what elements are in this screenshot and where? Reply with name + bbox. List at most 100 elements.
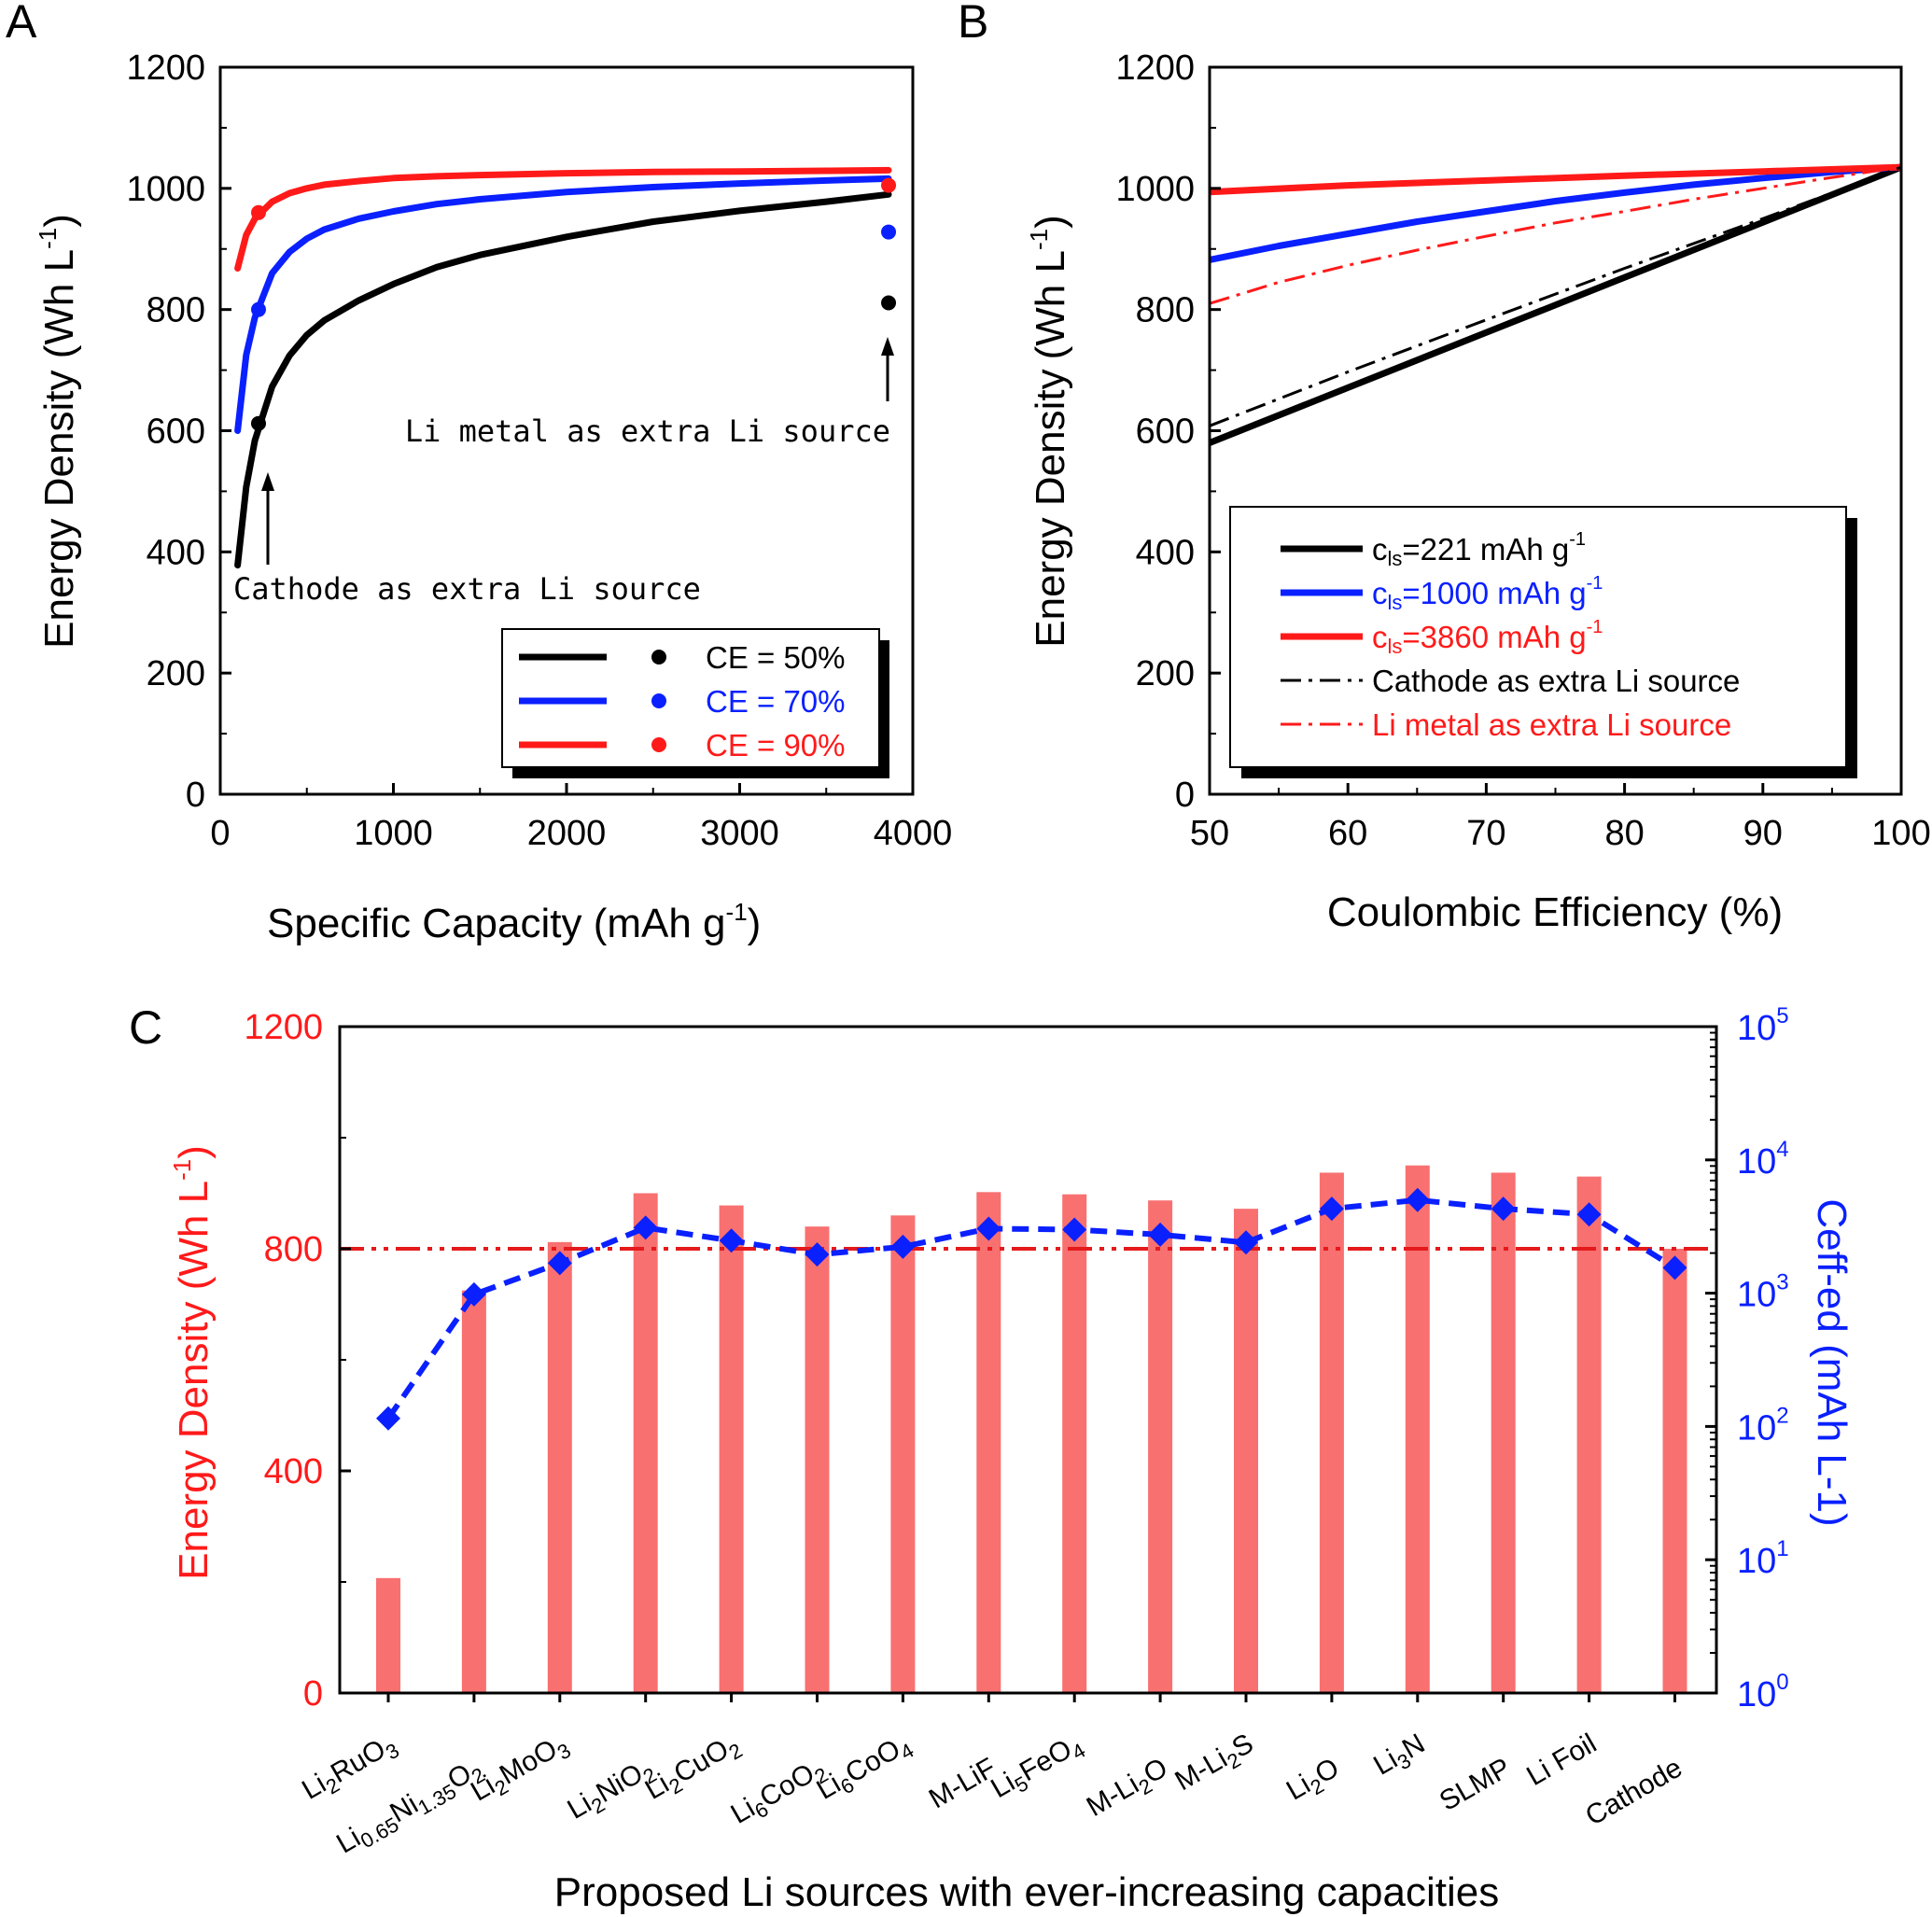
y2-tick-label: 105 — [1737, 1003, 1789, 1048]
category-label-part: Li Foil — [1521, 1728, 1602, 1792]
y2-tick-exp: 3 — [1776, 1270, 1788, 1295]
annotation-limetal-text: Li metal as extra Li source — [405, 413, 890, 449]
bar-14 — [1491, 1172, 1516, 1693]
panel-b-marks — [1208, 163, 1903, 446]
panel-a-ylabel: Energy Density (Wh L-1) — [34, 214, 82, 649]
x-tick-label: 50 — [1190, 814, 1229, 853]
y2-tick-exp: 5 — [1776, 1003, 1788, 1028]
x-tick-label: 100 — [1871, 814, 1930, 853]
series-line-2 — [1209, 163, 1902, 263]
category-label-part: MoO — [495, 1734, 563, 1791]
legend-label-sub: ls — [1388, 591, 1403, 614]
y-tick-label: 400 — [147, 533, 205, 572]
category-label-part: SLMP — [1435, 1752, 1516, 1816]
legend-label-1: cls=221 mAh g-1 — [1372, 529, 1586, 570]
y2-tick-label: 101 — [1737, 1536, 1789, 1581]
y-tick-label: 600 — [1136, 413, 1195, 452]
legend-label-5: Li metal as extra Li source — [1372, 707, 1731, 742]
ceff-marker-13 — [1405, 1187, 1430, 1212]
y-tick-label: 800 — [1136, 291, 1195, 330]
ceff-marker-4 — [633, 1215, 658, 1240]
category-label-13: Li3N — [1368, 1728, 1433, 1785]
panel-c-frame — [338, 1025, 1718, 1695]
y-tick-label: 200 — [1136, 654, 1195, 693]
bar-12 — [1319, 1172, 1344, 1693]
legend-label-4: Cathode as extra Li source — [1372, 664, 1740, 698]
bar-1 — [376, 1577, 400, 1693]
category-label-14: SLMP — [1435, 1752, 1516, 1816]
category-label-12: Li2O — [1281, 1752, 1347, 1810]
panel-b-ylabel: Energy Density(Wh L-1) — [1025, 215, 1073, 648]
category-label-part: M-Li — [1082, 1769, 1144, 1823]
y-tick-label: 800 — [147, 291, 205, 330]
y-tick-label: 1200 — [1115, 49, 1195, 88]
panel-b-xlabel: Coulombic Efficiency (%) — [1327, 889, 1783, 935]
series-line-3 — [1209, 163, 1902, 196]
x-tick-label: 70 — [1466, 814, 1505, 853]
x-tick-label: 60 — [1328, 814, 1367, 853]
series-line-1 — [1208, 163, 1903, 446]
ceff-marker-7 — [890, 1234, 916, 1259]
panel-b-frame — [1208, 65, 1903, 796]
y2-tick-base: 10 — [1737, 1009, 1776, 1048]
legend-label-1: CE = 50% — [706, 640, 846, 675]
ceff-marker-9 — [1062, 1217, 1087, 1242]
category-label-9: Li5FeO4 — [986, 1728, 1089, 1808]
legend-label-main: c — [1372, 576, 1388, 610]
category-label-part: CoO — [840, 1734, 905, 1789]
panel-c-marks — [340, 1165, 1716, 1693]
y-tick-label: 600 — [147, 413, 205, 452]
legend-label-sub: ls — [1388, 635, 1403, 658]
series-line-5 — [1209, 165, 1902, 305]
bar-16 — [1662, 1249, 1687, 1693]
ceff-marker-12 — [1319, 1196, 1344, 1222]
legend-marker-3 — [651, 737, 666, 752]
y2-tick-label: 100 — [1737, 1670, 1789, 1714]
y2-tick-base: 10 — [1737, 1142, 1776, 1182]
legend-label-main: c — [1372, 620, 1388, 654]
y-tick-label: 200 — [147, 654, 205, 693]
category-label-3: Li2MoO3 — [466, 1728, 575, 1811]
legend-label-sup: -1 — [1569, 529, 1586, 550]
series-point-2-1 — [250, 301, 266, 317]
panel-a: A 0 1000 2000 3000 4000 0 200 400 600 800 1000 1200… — [6, 0, 952, 946]
panel-c-xlabel: Proposed Li sources with ever-increasing… — [554, 1869, 1500, 1915]
legend-label-rest: =3860 mAh g — [1402, 620, 1586, 654]
category-label-6: Li6CoO2 — [726, 1752, 833, 1834]
panel-a-annotation-limetal: Li metal as extra Li source — [405, 337, 894, 449]
category-label-part: RuO — [326, 1734, 391, 1789]
y-tick-label: 0 — [1175, 776, 1195, 815]
panel-c-label: C — [129, 1001, 162, 1054]
legend-label-3: cls=3860 mAh g-1 — [1372, 617, 1603, 658]
y2-tick-exp: 0 — [1776, 1670, 1788, 1695]
series-point-2-2 — [881, 224, 897, 240]
bar-5 — [719, 1205, 744, 1693]
ceff-marker-8 — [976, 1216, 1001, 1241]
panel-c-ylabel-right: Ceff-ed (mAh L-1) — [1809, 1198, 1855, 1526]
panel-a-frame — [218, 65, 915, 796]
series-line-4 — [1209, 165, 1902, 427]
y2-tick-exp: 4 — [1776, 1137, 1788, 1162]
panel-a-marks — [234, 166, 897, 569]
y2-tick-exp: 1 — [1776, 1536, 1788, 1561]
bar-3 — [547, 1241, 572, 1693]
legend-marker-1 — [651, 650, 666, 665]
y-tick-label: 0 — [303, 1674, 323, 1714]
legend-label-main: c — [1372, 532, 1388, 567]
y2-tick-base: 10 — [1737, 1276, 1776, 1315]
ceff-marker-5 — [719, 1228, 744, 1253]
legend-label-sup: -1 — [1587, 617, 1603, 637]
x-tick-label: 0 — [210, 814, 230, 853]
ceff-marker-2 — [461, 1281, 486, 1307]
y-tick-label: 1000 — [1115, 170, 1195, 209]
legend-label-rest: =221 mAh g — [1402, 532, 1569, 567]
bar-11 — [1234, 1209, 1258, 1693]
panel-a-ticks: 0 1000 2000 3000 4000 0 200 400 600 800 1000 1200 — [126, 49, 952, 853]
y2-tick-base: 10 — [1737, 1542, 1776, 1581]
series-point-3-2 — [881, 177, 897, 193]
category-label-part: CuO — [669, 1734, 735, 1789]
bar-9 — [1062, 1194, 1087, 1693]
panel-a-legend: CE = 50% CE = 70% CE = 90% — [501, 628, 889, 778]
